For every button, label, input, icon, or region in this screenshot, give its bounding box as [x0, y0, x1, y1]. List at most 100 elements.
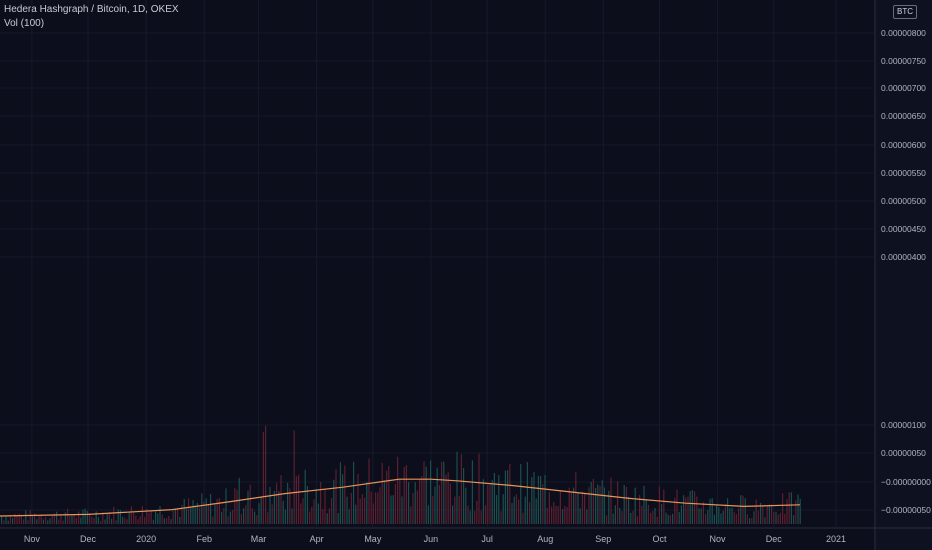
volume-bar [163, 518, 165, 524]
volume-bar [782, 493, 784, 524]
volume-bar [267, 512, 269, 524]
volume-bar [210, 493, 212, 524]
volume-bar [555, 506, 557, 524]
volume-bar [711, 498, 713, 524]
y-tick-label: 0.00000050 [881, 448, 926, 458]
volume-bar [731, 507, 733, 524]
plot-area[interactable] [0, 0, 875, 528]
volume-bar [221, 511, 223, 524]
volume-bar [311, 506, 313, 524]
volume-bar [331, 498, 333, 524]
volume-bar [709, 498, 711, 524]
volume-bar [410, 506, 412, 524]
volume-bar [168, 516, 170, 524]
volume-bar [612, 513, 614, 524]
volume-bar [740, 495, 742, 524]
volume-bar [117, 509, 119, 524]
volume-bar [414, 482, 416, 524]
volume-bar [146, 508, 148, 524]
volume-bar [500, 511, 502, 524]
volume-bar [542, 484, 544, 524]
volume-bar [56, 511, 58, 524]
volume-bar [126, 519, 128, 524]
volume-bar [722, 510, 724, 524]
volume-bar [128, 511, 130, 524]
x-tick-label: Aug [537, 534, 553, 544]
volume-bar [718, 507, 720, 524]
volume-bar [225, 488, 227, 524]
y-tick-label: 0.00000700 [881, 83, 926, 93]
volume-bar [559, 491, 561, 524]
volume-bar [289, 488, 291, 524]
volume-bar [795, 500, 797, 524]
volume-bar [62, 520, 64, 524]
volume-bar [280, 475, 282, 524]
volume-bar [357, 473, 359, 524]
volume-bar [84, 508, 86, 524]
volume-bar [53, 513, 55, 524]
volume-bar [95, 511, 97, 524]
volume-bar [194, 505, 196, 524]
volume-bar [306, 485, 308, 524]
volume-bar [663, 489, 665, 524]
volume-bar [157, 513, 159, 524]
volume-bar [14, 513, 16, 524]
y-tick-label: 0.00000650 [881, 111, 926, 121]
volume-bar [359, 498, 361, 524]
volume-bar [269, 487, 271, 524]
volume-bar [232, 509, 234, 524]
volume-bar [614, 505, 616, 524]
volume-bar [304, 469, 306, 524]
volume-bar [625, 486, 627, 524]
volume-bar [553, 501, 555, 524]
volume-bar [742, 495, 744, 524]
volume-bar [432, 496, 434, 524]
volume-bar [183, 498, 185, 524]
volume-bar [350, 492, 352, 524]
volume-bar [203, 501, 205, 524]
volume-bar [135, 515, 137, 524]
volume-bar [749, 518, 751, 524]
volume-bar [119, 510, 121, 524]
volume-bar [51, 515, 53, 524]
volume-bar [557, 506, 559, 524]
volume-bar [751, 518, 753, 524]
volume-bar [588, 487, 590, 524]
volume-bar [443, 461, 445, 524]
volume-bar [295, 476, 297, 524]
volume-bar [449, 483, 451, 524]
volume-bar [381, 462, 383, 524]
volume-bar [115, 520, 117, 524]
volume-bar [113, 506, 115, 524]
volume-bar [177, 508, 179, 524]
volume-bar [353, 461, 355, 524]
volume-bar [254, 511, 256, 524]
volume-bar [540, 476, 542, 524]
volume-bar [315, 489, 317, 524]
volume-bar [680, 505, 682, 524]
volume-bar [597, 484, 599, 524]
volume-bar [20, 514, 22, 524]
volume-bar [504, 470, 506, 524]
x-tick-label: Apr [310, 534, 324, 544]
volume-bar [25, 510, 27, 524]
volume-bar [93, 518, 95, 524]
volume-bar [260, 497, 262, 524]
volume-bar [764, 517, 766, 524]
volume-bar [78, 511, 80, 524]
y-tick-label: −0.00000000 [881, 477, 931, 487]
volume-bar [320, 481, 322, 524]
volume-bar [656, 516, 658, 524]
volume-bar [262, 431, 264, 524]
price-axis[interactable] [875, 0, 932, 550]
volume-bar [647, 504, 649, 524]
x-tick-label: Nov [710, 534, 727, 544]
volume-bar [302, 498, 304, 524]
volume-bar [287, 482, 289, 524]
currency-tag[interactable]: BTC [893, 5, 917, 19]
volume-bar [152, 519, 154, 524]
volume-bar [207, 504, 209, 524]
volume-bar [623, 485, 625, 524]
volume-bar [7, 520, 9, 524]
